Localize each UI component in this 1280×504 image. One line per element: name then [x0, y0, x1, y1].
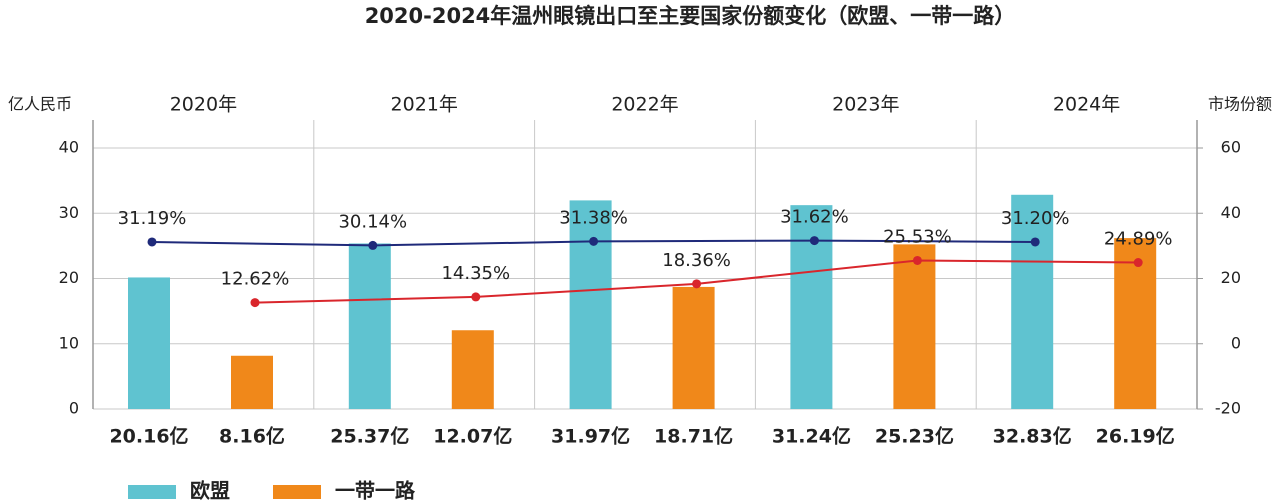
line-value-label: 25.53% [883, 226, 952, 247]
bar [451, 330, 494, 409]
y2-axis-label: 市场份额 [1208, 95, 1272, 114]
line-value-label: 31.38% [559, 207, 628, 228]
line-value-label: 12.62% [221, 269, 290, 290]
y-axis-label: 亿人民币 [8, 95, 72, 114]
bar [1114, 238, 1157, 409]
bar [569, 200, 612, 409]
x-tick-label: 2020年 [170, 94, 237, 116]
line-value-label: 31.20% [1001, 208, 1070, 229]
y-tick-label: 0 [69, 399, 79, 418]
line-value-label: 14.35% [441, 263, 510, 284]
line-marker [1030, 237, 1040, 247]
line-marker [471, 292, 481, 302]
bar-value-label: 31.97亿 [551, 425, 630, 448]
line-marker [1133, 258, 1143, 268]
bar [231, 355, 273, 409]
bar-value-label: 26.19亿 [1096, 425, 1175, 448]
y-tick-label: 10 [59, 333, 79, 352]
y2-tick-label: 20 [1221, 268, 1241, 287]
bar [672, 286, 715, 409]
x-tick-label: 2021年 [391, 94, 458, 116]
legend-label: 一带一路 [335, 479, 416, 503]
bar [790, 205, 833, 409]
y-tick-label: 30 [59, 203, 79, 222]
line-value-label: 30.14% [338, 211, 407, 232]
y2-tick-label: 40 [1221, 203, 1241, 222]
line-value-label: 18.36% [662, 250, 731, 271]
line-value-label: 24.89% [1104, 229, 1173, 250]
bar-value-label: 8.16亿 [219, 425, 285, 448]
x-tick-label: 2022年 [611, 94, 678, 116]
line-marker [368, 240, 378, 250]
bar-value-label: 25.23亿 [875, 425, 954, 448]
chart-title: 2020-2024年温州眼镜出口至主要国家份额变化（欧盟、一带一路） [365, 4, 1016, 28]
line-value-label: 31.19% [118, 208, 187, 229]
line-marker [250, 298, 260, 308]
line-marker [809, 236, 819, 246]
legend-label: 欧盟 [190, 479, 230, 503]
bar [128, 277, 170, 409]
legend-swatch [128, 485, 176, 499]
bar-value-label: 20.16亿 [109, 425, 188, 448]
line-marker [147, 237, 157, 247]
y-tick-label: 40 [59, 138, 79, 157]
y2-tick-label: 0 [1231, 333, 1241, 352]
bar-value-label: 18.71亿 [654, 425, 733, 448]
bar [893, 244, 936, 409]
bar-value-label: 25.37亿 [330, 425, 409, 448]
x-tick-label: 2024年 [1053, 94, 1120, 116]
bar-value-label: 12.07亿 [433, 425, 512, 448]
y-tick-label: 20 [59, 268, 79, 287]
x-tick-label: 2023年 [832, 94, 899, 116]
line-value-label: 31.62% [780, 207, 849, 228]
bar-value-label: 32.83亿 [993, 425, 1072, 448]
bar-value-label: 31.24亿 [772, 425, 851, 448]
line-marker [912, 255, 922, 265]
y2-tick-label: 60 [1221, 138, 1241, 157]
line-marker [589, 236, 599, 246]
y2-tick-label: -20 [1215, 399, 1241, 418]
legend-swatch [273, 485, 321, 499]
bar [1011, 194, 1054, 409]
line-marker [692, 279, 702, 289]
bar [348, 243, 391, 409]
